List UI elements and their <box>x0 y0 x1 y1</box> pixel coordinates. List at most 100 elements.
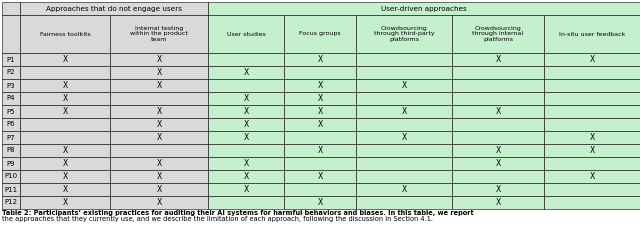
Bar <box>2 105 20 118</box>
Bar <box>20 131 110 144</box>
Text: X: X <box>243 68 248 77</box>
Text: X: X <box>317 172 323 181</box>
Bar <box>452 79 544 92</box>
Text: X: X <box>156 185 162 194</box>
Text: User-driven approaches: User-driven approaches <box>381 5 467 12</box>
Bar <box>356 170 452 183</box>
Bar <box>544 196 640 209</box>
Bar <box>356 92 452 105</box>
Text: X: X <box>62 172 68 181</box>
Bar <box>544 183 640 196</box>
Text: X: X <box>401 107 406 116</box>
Bar <box>208 79 284 92</box>
Text: X: X <box>589 146 595 155</box>
Bar <box>110 15 208 53</box>
Text: Crowdsourcing
through internal
platforms: Crowdsourcing through internal platforms <box>472 26 524 42</box>
Bar <box>356 105 452 118</box>
Bar <box>20 144 110 157</box>
Text: X: X <box>243 120 248 129</box>
Bar <box>110 53 208 66</box>
Bar <box>208 131 284 144</box>
Bar <box>544 131 640 144</box>
Text: In-situ user feedback: In-situ user feedback <box>559 31 625 36</box>
Text: X: X <box>62 55 68 64</box>
Text: P5: P5 <box>7 109 15 114</box>
Bar <box>452 196 544 209</box>
Bar <box>452 53 544 66</box>
Bar <box>110 170 208 183</box>
Bar <box>2 2 20 15</box>
Text: P2: P2 <box>7 70 15 75</box>
Bar <box>284 196 356 209</box>
Bar <box>110 183 208 196</box>
Bar <box>284 105 356 118</box>
Bar <box>544 53 640 66</box>
Text: P8: P8 <box>6 148 15 153</box>
Bar <box>20 53 110 66</box>
Bar <box>544 105 640 118</box>
Bar <box>110 92 208 105</box>
Bar <box>544 170 640 183</box>
Bar <box>2 53 20 66</box>
Text: User studies: User studies <box>227 31 266 36</box>
Text: Fairness toolkits: Fairness toolkits <box>40 31 90 36</box>
Bar <box>284 53 356 66</box>
Bar <box>2 170 20 183</box>
Bar <box>284 79 356 92</box>
Bar <box>452 157 544 170</box>
Text: Table 2: Participants’ existing practices for auditing their AI systems for harm: Table 2: Participants’ existing practice… <box>2 210 474 216</box>
Bar <box>110 105 208 118</box>
Text: X: X <box>156 133 162 142</box>
Text: X: X <box>62 107 68 116</box>
Bar <box>110 144 208 157</box>
Bar <box>452 183 544 196</box>
Bar <box>2 79 20 92</box>
Bar <box>356 157 452 170</box>
Bar <box>208 15 284 53</box>
Text: X: X <box>156 198 162 207</box>
Text: X: X <box>495 185 500 194</box>
Bar <box>20 15 110 53</box>
Bar <box>544 66 640 79</box>
Text: X: X <box>243 94 248 103</box>
Bar <box>110 157 208 170</box>
Bar <box>356 15 452 53</box>
Bar <box>2 157 20 170</box>
Bar <box>356 79 452 92</box>
Bar <box>2 92 20 105</box>
Bar <box>208 66 284 79</box>
Bar <box>2 15 20 53</box>
Text: X: X <box>495 146 500 155</box>
Bar <box>544 15 640 53</box>
Text: X: X <box>62 81 68 90</box>
Text: X: X <box>589 133 595 142</box>
Text: X: X <box>495 159 500 168</box>
Bar <box>208 118 284 131</box>
Bar <box>284 131 356 144</box>
Text: X: X <box>495 55 500 64</box>
Text: Internal testing
within the product
team: Internal testing within the product team <box>130 26 188 42</box>
Bar <box>284 144 356 157</box>
Bar <box>452 66 544 79</box>
Text: X: X <box>589 172 595 181</box>
Bar <box>20 183 110 196</box>
Bar <box>452 105 544 118</box>
Bar <box>544 118 640 131</box>
Text: P12: P12 <box>4 200 17 205</box>
Bar <box>110 79 208 92</box>
Text: P6: P6 <box>6 121 15 128</box>
Bar <box>2 131 20 144</box>
Bar <box>20 170 110 183</box>
Bar <box>20 2 208 15</box>
Bar <box>208 53 284 66</box>
Text: X: X <box>243 133 248 142</box>
Bar <box>356 131 452 144</box>
Text: X: X <box>243 159 248 168</box>
Bar <box>356 183 452 196</box>
Bar <box>452 15 544 53</box>
Bar <box>356 53 452 66</box>
Text: X: X <box>62 198 68 207</box>
Text: X: X <box>243 172 248 181</box>
Bar <box>20 157 110 170</box>
Text: X: X <box>317 146 323 155</box>
